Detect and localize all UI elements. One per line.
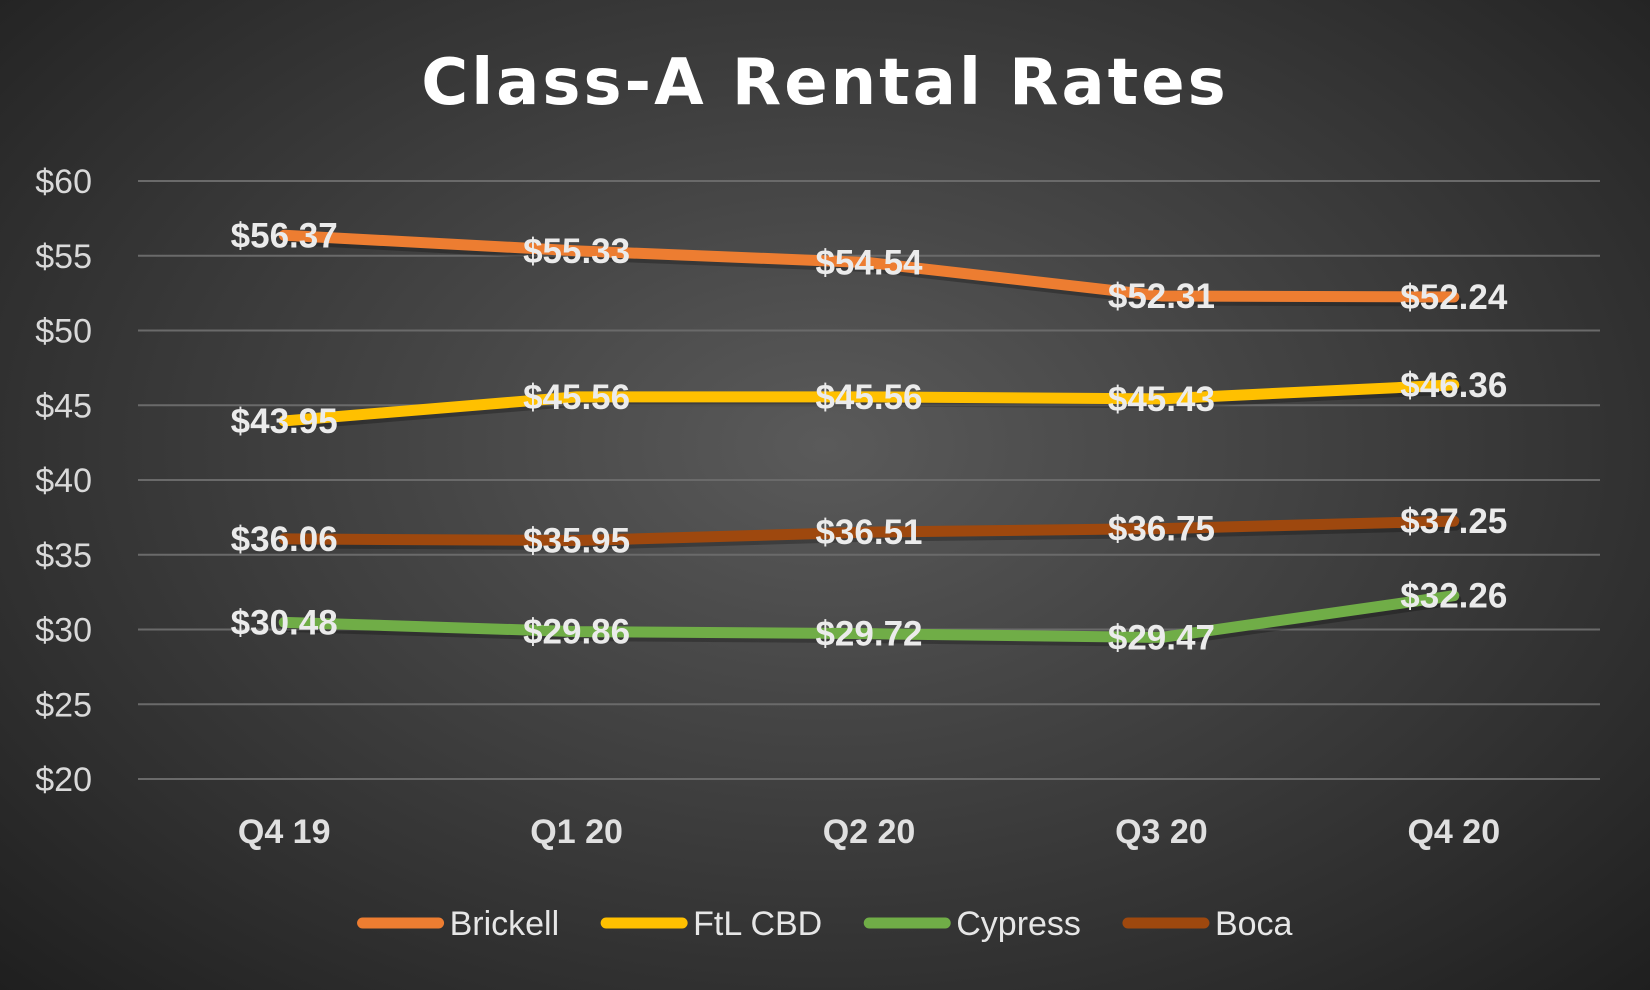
data-label-brickell: $56.37	[231, 216, 338, 255]
x-tick-label: Q2 20	[823, 813, 916, 851]
y-tick-label: $35	[35, 537, 92, 575]
data-label-ftl-cbd: $46.36	[1400, 366, 1507, 405]
legend: Brickell FtL CBD Cypress Boca	[357, 905, 1293, 943]
data-label-boca: $35.95	[523, 522, 630, 561]
data-label-ftl-cbd: $43.95	[231, 402, 338, 441]
chart-title: Class-A Rental Rates	[421, 46, 1228, 120]
data-labels: $56.37 $55.33 $54.54 $52.31 $52.24 $43.95 $45.…	[231, 216, 1508, 657]
y-tick-label: $40	[35, 462, 92, 500]
y-tick-label: $60	[35, 163, 92, 201]
data-label-cypress: $32.26	[1400, 577, 1507, 616]
y-tick-label: $55	[35, 238, 92, 276]
series-line-boca	[278, 515, 1460, 547]
y-axis: $20 $25 $30 $35 $40 $45 $50 $55 $60	[35, 163, 92, 799]
legend-item-ftl-cbd: FtL CBD	[600, 905, 822, 943]
data-label-boca: $37.25	[1400, 502, 1507, 541]
series-lines	[278, 229, 1462, 647]
data-label-brickell: $52.31	[1108, 277, 1215, 316]
series-line-brickell	[278, 229, 1460, 303]
data-label-cypress: $30.48	[231, 603, 338, 642]
x-tick-label: Q4 19	[238, 813, 331, 851]
y-tick-label: $25	[35, 686, 92, 724]
x-axis: Q4 19 Q1 20 Q2 20 Q3 20 Q4 20	[238, 813, 1500, 851]
data-label-brickell: $54.54	[815, 244, 923, 283]
y-tick-label: $30	[35, 612, 92, 650]
data-label-ftl-cbd: $45.56	[815, 378, 922, 417]
data-label-brickell: $55.33	[523, 232, 630, 271]
data-label-ftl-cbd: $45.43	[1108, 380, 1215, 419]
data-label-cypress: $29.72	[815, 615, 922, 654]
series-line-cypress	[278, 590, 1460, 643]
x-tick-label: Q3 20	[1115, 813, 1208, 851]
legend-label: FtL CBD	[693, 905, 822, 943]
legend-label: Cypress	[956, 905, 1081, 943]
data-label-boca: $36.51	[815, 513, 922, 552]
series-line-ftl-cbd	[278, 379, 1460, 427]
legend-item-brickell: Brickell	[357, 905, 560, 943]
x-tick-label: Q4 20	[1407, 813, 1500, 851]
legend-label: Brickell	[450, 905, 560, 943]
legend-label: Boca	[1215, 905, 1293, 943]
x-tick-label: Q1 20	[530, 813, 623, 851]
data-label-cypress: $29.47	[1108, 618, 1215, 657]
data-label-boca: $36.75	[1108, 510, 1215, 549]
data-label-brickell: $52.24	[1400, 278, 1508, 317]
legend-item-boca: Boca	[1122, 905, 1293, 943]
legend-item-cypress: Cypress	[863, 905, 1081, 943]
y-tick-label: $45	[35, 387, 92, 425]
data-label-ftl-cbd: $45.56	[523, 378, 630, 417]
data-label-boca: $36.06	[231, 520, 338, 559]
y-tick-label: $20	[35, 761, 92, 799]
data-label-cypress: $29.86	[523, 613, 630, 652]
y-tick-label: $50	[35, 313, 92, 351]
